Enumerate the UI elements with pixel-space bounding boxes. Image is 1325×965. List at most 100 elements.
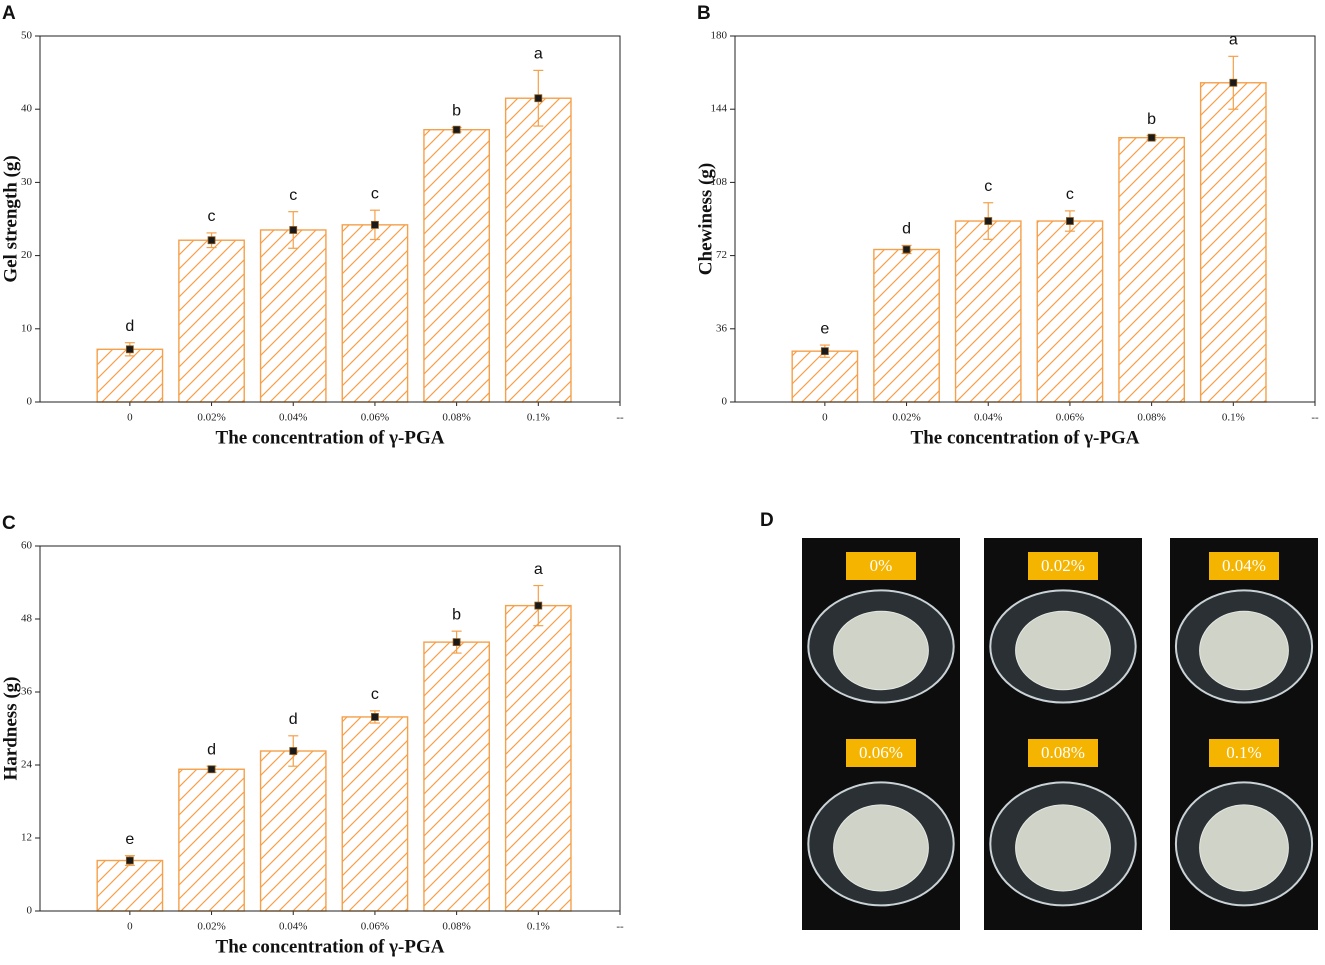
x-axis-title: The concentration of γ-PGA: [911, 427, 1140, 448]
gel: [833, 804, 929, 892]
mean-marker: [1229, 78, 1238, 87]
label-tag: [1028, 552, 1098, 580]
significance-letter: c: [208, 208, 216, 225]
significance-letter: e: [125, 831, 134, 848]
plot-frame: [39, 35, 621, 403]
x-tick-label: 0.04%: [974, 412, 1002, 424]
significance-letter: b: [1147, 111, 1156, 128]
mean-marker: [984, 217, 993, 225]
x-tick-label: 0: [822, 412, 828, 424]
bar: [341, 716, 409, 912]
photo: 0.04%: [1170, 538, 1318, 725]
panel-label: A: [2, 3, 16, 24]
label-text: 0.1%: [1226, 743, 1261, 762]
y-tick-label: 48: [21, 613, 33, 625]
y-tick-label: 0: [27, 905, 33, 917]
bar: [96, 348, 164, 403]
x-tick-label: --: [616, 412, 624, 424]
bar: [259, 229, 327, 403]
label-tag: [1209, 739, 1279, 767]
y-tick-label: 0: [722, 396, 728, 408]
y-tick-label: 180: [711, 30, 728, 42]
y-tick-label: 10: [21, 322, 33, 334]
y-tick-label: 60: [21, 540, 33, 552]
y-axis-title: Gel strength (g): [0, 155, 21, 282]
bar: [178, 768, 245, 912]
x-tick-label: 0.1%: [527, 921, 550, 933]
significance-letter: d: [207, 741, 216, 758]
photo: 0.08%: [984, 725, 1142, 930]
significance-letter: d: [125, 318, 134, 335]
bar: [96, 859, 164, 912]
bar: [1199, 82, 1267, 403]
bar: [504, 97, 572, 403]
mean-marker: [371, 220, 379, 229]
y-tick-label: 36: [21, 686, 33, 698]
panel-label: D: [760, 510, 774, 531]
significance-letter: a: [534, 561, 543, 578]
gel: [833, 610, 929, 691]
bar: [1118, 136, 1185, 403]
bar: [1036, 220, 1104, 403]
mean-marker: [452, 125, 461, 134]
y-tick-label: 108: [711, 176, 728, 188]
label-text: 0%: [870, 556, 893, 575]
mean-marker: [902, 245, 911, 254]
mean-marker: [534, 601, 543, 610]
significance-letter: e: [820, 320, 829, 337]
x-tick-label: 0.06%: [1056, 412, 1084, 424]
label-text: 0.02%: [1041, 556, 1085, 575]
x-tick-label: 0.02%: [892, 412, 920, 424]
label-tag: [846, 552, 916, 580]
y-tick-label: 144: [711, 103, 728, 115]
significance-letter: a: [1229, 32, 1238, 49]
x-tick-label: 0: [127, 412, 133, 424]
y-axis-title: Hardness (g): [0, 677, 21, 781]
bar: [259, 750, 327, 912]
panel-label: C: [2, 513, 16, 534]
mean-marker: [452, 638, 461, 647]
bar: [423, 128, 490, 403]
significance-letter: a: [534, 46, 543, 63]
x-tick-label: 0.06%: [361, 412, 389, 424]
mean-marker: [125, 856, 134, 865]
mean-marker: [820, 347, 829, 356]
mean-marker: [125, 345, 134, 354]
gel: [1199, 610, 1289, 691]
significance-letter: b: [452, 606, 461, 623]
mean-marker: [289, 226, 298, 234]
mean-marker: [207, 236, 216, 245]
significance-letter: c: [984, 178, 992, 195]
photo: 0.06%: [802, 725, 960, 930]
photo: 0.1%: [1170, 725, 1318, 930]
mean-marker: [534, 94, 543, 103]
bar: [873, 248, 940, 403]
gel: [1015, 804, 1111, 892]
bar: [423, 641, 490, 912]
photo: 0.02%: [984, 538, 1142, 725]
mean-marker: [207, 765, 216, 774]
y-tick-label: 20: [21, 249, 33, 261]
bar: [954, 220, 1022, 403]
bar: [341, 224, 409, 403]
label-tag: [1209, 552, 1279, 580]
plot-frame: [39, 545, 621, 912]
y-tick-label: 50: [21, 30, 33, 42]
x-tick-label: 0.02%: [197, 412, 225, 424]
y-axis-title: Chewiness (g): [695, 163, 716, 275]
x-tick-label: 0.08%: [442, 412, 470, 424]
x-tick-label: 0.04%: [279, 412, 307, 424]
significance-letter: d: [902, 221, 911, 238]
x-tick-label: 0.04%: [279, 921, 307, 933]
x-tick-label: 0.02%: [197, 921, 225, 933]
mean-marker: [289, 747, 298, 755]
bar: [178, 239, 245, 403]
y-tick-label: 36: [716, 322, 728, 334]
significance-letter: d: [289, 711, 298, 728]
y-tick-label: 24: [21, 759, 33, 771]
x-axis-title: The concentration of γ-PGA: [216, 936, 445, 957]
gel: [1199, 804, 1289, 892]
bar: [791, 350, 859, 403]
significance-letter: c: [371, 185, 379, 202]
